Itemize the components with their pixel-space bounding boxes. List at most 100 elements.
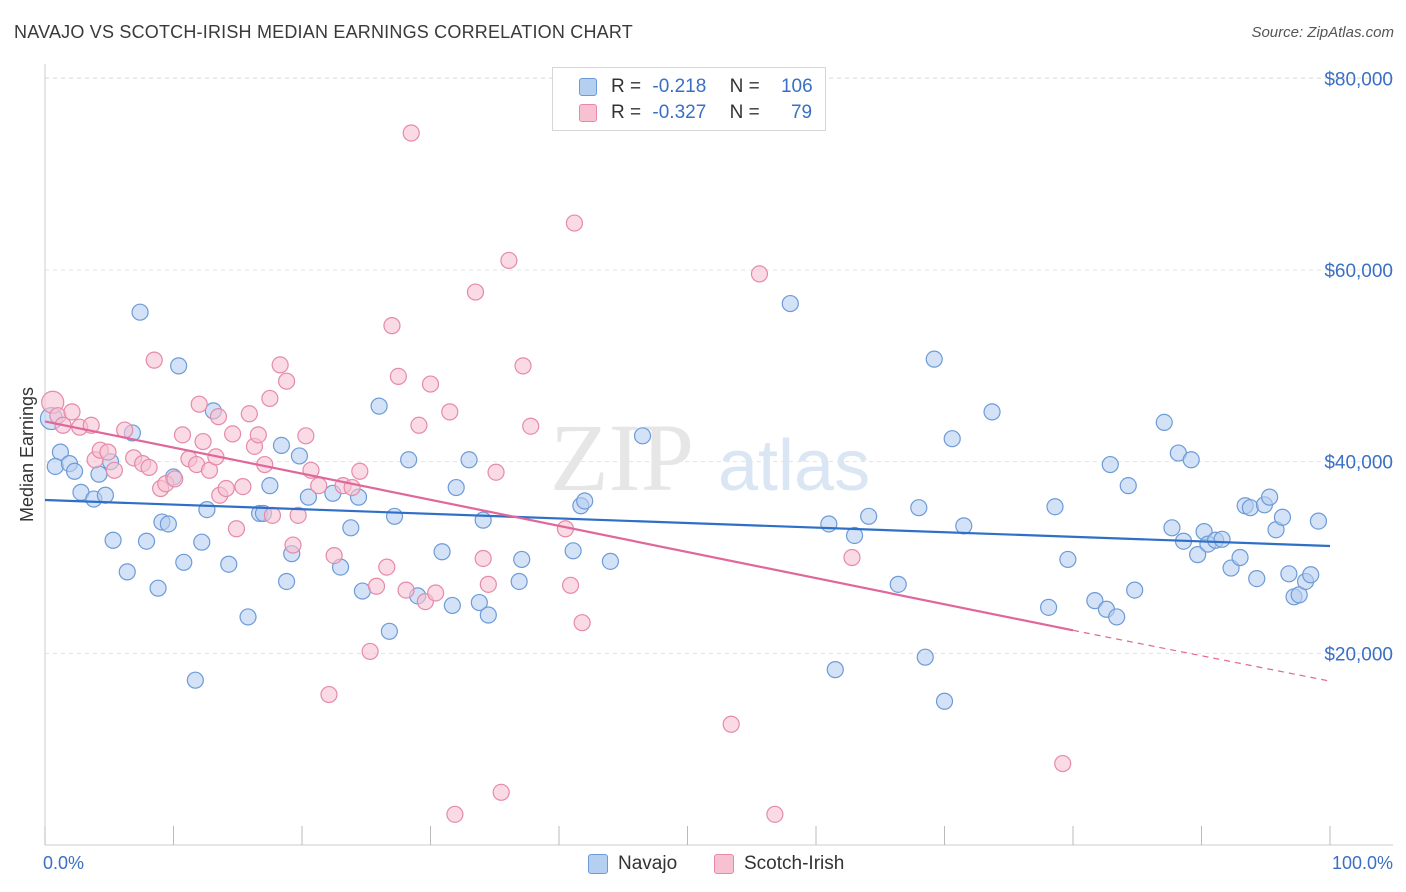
navajo-point — [443, 596, 461, 615]
navajo-point — [1155, 413, 1173, 431]
scotch-irish-trend-line — [44, 420, 1074, 632]
navajo-point — [633, 427, 652, 445]
navajo-point — [826, 661, 844, 679]
navajo-point — [380, 622, 398, 640]
scotch-irish-point — [263, 506, 282, 524]
navajo-point — [1119, 477, 1137, 495]
navajo-r-label: R = — [611, 76, 642, 97]
scotch-irish-n-label: N = — [729, 102, 760, 123]
navajo-point — [479, 606, 497, 624]
scotch-irish-point — [234, 478, 252, 496]
watermark-zip: ZIP — [550, 404, 694, 511]
axis-labels: $20,000 $40,000 $60,000 $80,000 0.0% 100.0% Me… — [17, 69, 1393, 873]
navajo-point — [46, 457, 64, 476]
navajo-point — [370, 397, 388, 415]
navajo-point — [186, 671, 204, 689]
scotch-irish-point — [565, 214, 584, 232]
scotch-irish-trend-extension — [1072, 629, 1331, 682]
scotch-irish-point — [190, 395, 208, 413]
scotch-irish-point — [63, 403, 81, 421]
scotch-irish-r-label: R = — [611, 102, 642, 123]
navajo-point — [1101, 455, 1119, 474]
scotch-irish-point — [224, 425, 242, 443]
navajo-point — [860, 507, 878, 525]
navajo-n-label: N = — [729, 76, 760, 97]
navajo-point — [159, 515, 177, 533]
axes — [44, 64, 1393, 846]
navajo-r-value: -0.218 — [652, 76, 707, 97]
scotch-irish-point — [217, 479, 235, 498]
navajo-point — [943, 430, 961, 448]
scotch-irish-point — [361, 642, 379, 661]
navajo-point — [1213, 530, 1231, 548]
navajo-point — [845, 526, 864, 545]
scotch-irish-point — [351, 462, 369, 480]
scotch-irish-point — [750, 265, 769, 283]
navajo-point — [955, 517, 973, 535]
correlation-legend: R = -0.218 N = 106 R = -0.327 N = 79 — [552, 67, 826, 131]
scotch-irish-point — [492, 783, 510, 801]
navajo-point — [1280, 565, 1298, 583]
navajo-point — [1059, 550, 1077, 569]
watermark-atlas: atlas — [718, 426, 870, 506]
scotch-irish-point — [367, 577, 386, 595]
navajo-point — [564, 542, 582, 560]
navajo-point — [470, 593, 488, 612]
scotch-irish-point — [410, 416, 428, 434]
navajo-point — [272, 436, 291, 454]
chart-title: NAVAJO VS SCOTCH-IRISH MEDIAN EARNINGS C… — [14, 22, 633, 42]
scotch-irish-point — [277, 372, 296, 390]
navajo-point — [601, 552, 620, 570]
navajo-point — [90, 465, 108, 483]
scotch-irish-point — [514, 357, 532, 375]
scotch-irish-point — [227, 520, 246, 538]
navajo-point — [1248, 569, 1266, 588]
bottom-scotch-irish-swatch — [714, 854, 734, 874]
navajo-point — [460, 451, 478, 469]
navajo-point — [510, 572, 528, 591]
navajo-point — [175, 553, 193, 571]
scotch-irish-point — [173, 426, 192, 444]
trend-lines — [44, 420, 1331, 682]
scotch-irish-points — [41, 124, 1072, 823]
bottom-navajo-label: Navajo — [618, 853, 678, 874]
scotch-irish-point — [249, 426, 267, 444]
scotch-irish-point — [500, 251, 518, 270]
scotch-irish-n-value: 79 — [790, 102, 813, 123]
navajo-point — [1039, 598, 1058, 616]
navajo-point — [290, 447, 309, 465]
watermark: ZIP atlas — [550, 404, 870, 511]
scotch-irish-point — [487, 463, 505, 481]
scotch-irish-point — [466, 283, 485, 301]
scotch-irish-point — [1054, 754, 1072, 773]
scotch-irish-point — [99, 443, 117, 461]
scotch-irish-point — [722, 715, 740, 733]
navajo-point — [889, 575, 907, 593]
scotch-irish-point — [166, 470, 184, 488]
navajo-point — [1231, 548, 1249, 567]
navajo-point — [1273, 508, 1292, 526]
navajo-point — [1241, 499, 1259, 517]
y-axis-title: Median Earnings — [17, 387, 37, 522]
navajo-point — [1302, 566, 1320, 584]
navajo-point — [1261, 488, 1279, 506]
scotch-irish-point — [421, 375, 440, 393]
y-tick-label: $40,000 — [1324, 453, 1393, 474]
navajo-point — [935, 692, 954, 710]
navajo-point — [1108, 608, 1126, 626]
source-credit: Source: ZipAtlas.com — [1251, 24, 1394, 41]
navajo-point — [447, 478, 465, 497]
navajo-point — [1189, 546, 1207, 564]
navajo-point — [1163, 519, 1181, 537]
navajo-point — [576, 492, 594, 510]
navajo-point — [299, 488, 318, 506]
y-tick-label: $80,000 — [1324, 69, 1393, 90]
navajo-point — [137, 532, 156, 550]
navajo-point — [239, 608, 257, 626]
x-tick-label: 0.0% — [43, 853, 84, 873]
scotch-irish-point — [145, 351, 163, 369]
navajo-n-value: 106 — [780, 76, 813, 97]
scotch-irish-r-value: -0.327 — [652, 102, 707, 123]
scotch-irish-point — [289, 506, 307, 524]
